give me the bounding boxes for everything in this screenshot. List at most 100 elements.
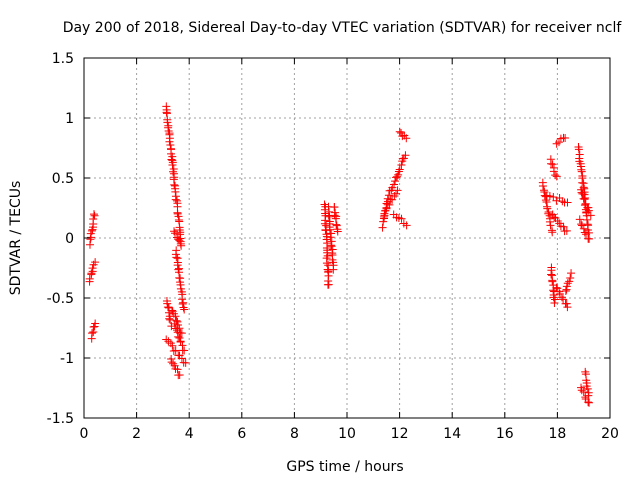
data-point [170,227,179,236]
data-point [394,170,403,179]
data-point [91,258,100,267]
data-point [174,235,183,244]
data-point [394,167,403,176]
data-point [577,188,586,197]
data-point [180,305,189,314]
data-point [179,303,188,312]
data-point [176,337,185,346]
data-point [552,172,561,181]
data-point [550,298,559,307]
y-tick-label: -1 [60,351,74,367]
x-axis-label: GPS time / hours [286,459,403,475]
data-point [565,277,574,286]
data-point [390,180,399,189]
data-point [579,224,588,233]
data-point [175,334,184,343]
data-point [322,259,331,268]
data-point [166,140,175,149]
data-point [552,283,561,292]
data-point [88,264,97,273]
data-point [563,279,572,288]
data-point [546,221,555,230]
data-point [550,213,559,222]
data-point [543,204,552,213]
data-point [561,287,570,296]
data-point [550,295,559,304]
data-point [561,133,570,142]
data-point [397,214,406,223]
data-point [178,295,187,304]
data-point [385,200,394,209]
data-point [398,132,407,141]
data-point [171,229,180,238]
data-point [171,187,180,196]
data-point [163,118,172,127]
data-point [89,214,98,223]
data-point [381,206,390,215]
data-point [574,145,583,154]
data-point [395,165,404,174]
data-point [557,293,566,302]
data-point [577,386,586,395]
data-point [548,228,557,237]
data-point [585,234,594,243]
data-point [378,223,387,232]
data-point [164,127,173,136]
data-point [332,221,341,230]
data-point [181,358,190,367]
data-point [87,269,96,278]
data-point [166,315,175,324]
data-points [85,102,595,407]
data-point [548,160,557,169]
data-point [559,222,568,231]
data-point [170,180,179,189]
data-point [578,178,587,187]
data-point [562,226,571,235]
data-point [582,230,591,239]
data-point [392,189,401,198]
x-tick-label: 8 [290,426,299,442]
data-point [563,198,572,207]
data-point [330,211,339,220]
data-point [325,225,334,234]
data-point [554,138,563,147]
data-point [175,236,184,245]
data-point [402,221,411,230]
x-tick-label: 0 [80,426,89,442]
data-point [90,210,99,219]
data-point [547,159,556,168]
data-point [580,228,589,237]
data-point [566,273,575,282]
data-point [551,171,560,180]
data-point [391,177,400,186]
data-point [177,329,186,338]
y-tick-label: 1.5 [52,51,74,67]
data-point [172,253,181,262]
data-point [87,226,96,235]
data-point [330,202,339,211]
ticks: 0 2 4 6 8 10 12 14 16 18 20 -1.5 -1 -0.5 0 0.5 1 1.5 [47,51,619,442]
y-tick-label: 0 [65,231,74,247]
data-point [567,269,576,278]
data-point [577,220,586,229]
y-axis-label: SDTVAR / TECUs [8,181,24,296]
data-point [545,192,554,201]
data-point [578,189,587,198]
data-point [582,215,591,224]
data-point [555,290,564,299]
data-point [177,241,186,250]
data-point [575,215,584,224]
x-tick-label: 2 [132,426,141,442]
data-point [327,241,336,250]
data-point [586,211,595,220]
data-point [323,280,332,289]
data-point [547,270,556,279]
data-point [167,306,176,315]
data-point [85,274,94,283]
data-point [562,299,571,308]
x-tick-label: 6 [237,426,246,442]
x-tick-label: 14 [443,426,461,442]
data-point [401,151,410,160]
data-point [169,359,178,368]
